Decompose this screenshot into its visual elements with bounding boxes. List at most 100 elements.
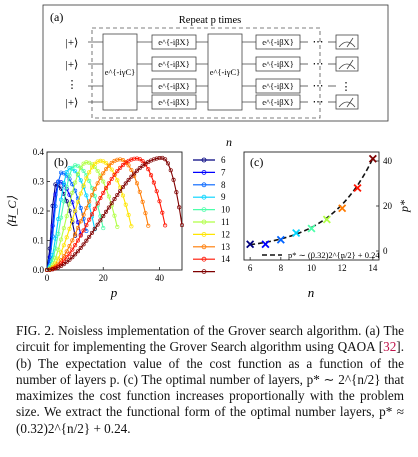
series-marker [109,176,114,181]
data-point-n-9 [292,228,301,238]
series-marker [98,175,103,181]
series-marker [92,186,97,192]
series-marker [87,199,92,204]
y-tick-label: 0.1 [33,236,44,246]
series-line [46,157,166,271]
ellipsis: ⋯ [313,96,324,108]
x-tick-label: 8 [279,263,284,273]
series-marker [163,223,168,228]
panel-c-ticks: 6 8 10 12 14 0 20 40 [248,156,393,273]
series-marker [75,163,80,168]
series-marker [73,180,78,185]
series-marker [146,167,151,172]
y-tick-label: 0.0 [33,265,45,275]
legend-entry: 12 [193,229,230,239]
series-marker [73,169,78,174]
legend-swatch-marker [201,207,207,213]
panel-c-chart: 6 8 10 12 14 0 20 40 (c) p* ∼ (0.32)2^{n/2} + 0… [243,151,411,300]
data-point-n-7 [261,240,270,249]
caption-text-2: ]. (b) The expectation value of the cost… [16,339,404,436]
vdots: ⋮ [341,81,352,93]
meter-icon [338,37,356,108]
series-marker [59,170,64,175]
series-marker [140,163,145,168]
series-marker [70,165,75,170]
series-n-13 [44,157,151,273]
cost-gate-2-label: e^{-iγC} [210,67,241,77]
series-marker [61,226,66,231]
series-marker [87,234,92,239]
series-marker [118,157,123,162]
legend-label: 9 [221,192,226,202]
series-marker [140,199,145,204]
series-marker [118,165,123,170]
legend-label: 12 [221,229,230,239]
series-marker [59,261,64,266]
data-point-n-8 [276,235,285,244]
series-marker [177,205,182,210]
legend-entry: 6 [193,155,226,165]
mixer-gate-label: e^{-iβX} [158,37,190,47]
legend-label: 11 [221,217,230,227]
series-marker [53,256,58,261]
series-marker [78,245,83,250]
caption-fig-label: FIG. 2. [16,323,55,338]
series-n-extra [44,155,185,273]
series-marker [123,160,128,165]
y-tick-label: 20 [383,201,393,211]
series-marker [171,177,176,182]
panel-b-ticks: 0.0 0.1 0.2 0.3 0.4 0 20 40 [33,147,165,283]
mixer-gate-label: e^{-iβX} [158,97,190,107]
data-point-n-11 [322,215,331,224]
point-marker [261,240,270,249]
series-marker [134,156,140,161]
series-marker [59,180,64,185]
figure: (a) Repeat p times |+⟩ |+⟩ ⋮ |+⟩ e^{-iγC… [5,4,411,300]
series-marker [104,185,109,191]
legend: 6 7 8 9 10 11 12 13 14 [193,155,231,275]
series-marker [81,212,86,217]
series-line [46,160,132,271]
mixer-gates-2: e^{-iβX} e^{-iβX} e^{-iβX} e^{-iβX} [255,34,301,110]
series-marker [78,191,83,196]
series-marker [137,189,142,194]
series-marker [56,179,61,185]
legend-title: n [226,135,232,149]
series-marker [81,228,86,233]
legend-swatch-marker [201,169,207,175]
series-marker [61,181,66,186]
series-marker [160,210,165,215]
ellipsis: ⋯ [313,80,324,92]
series-marker [101,190,106,195]
point-marker [246,240,255,249]
series-marker [78,233,83,238]
series-marker [84,223,89,228]
series-marker [154,189,159,194]
x-tick-label: 0 [45,273,50,283]
series-marker [98,158,103,163]
series-marker [64,249,69,254]
caption-reference-link[interactable]: 32 [383,339,397,355]
series-marker [53,204,58,209]
series-marker [50,223,55,228]
series-marker [78,165,83,170]
legend-swatch-marker [201,182,207,188]
series-marker [109,167,114,172]
legend-entry: 13 [193,242,231,252]
mixer-gate-label: e^{-iβX} [262,81,294,91]
series-marker [168,168,173,173]
panel-a-frame [42,4,389,122]
series-marker [84,160,89,165]
series-marker [157,199,162,204]
panel-b-label: (b) [54,155,68,169]
point-marker [368,154,377,163]
series-marker [106,205,111,210]
point-marker [353,183,362,193]
legend-label: 13 [221,242,231,252]
series-marker [59,237,64,242]
input-state-2: |+⟩ [66,59,79,71]
data-point-n-13 [353,183,362,193]
series-line [46,158,149,271]
panel-a-label: (a) [50,10,63,24]
series-marker [104,209,109,214]
